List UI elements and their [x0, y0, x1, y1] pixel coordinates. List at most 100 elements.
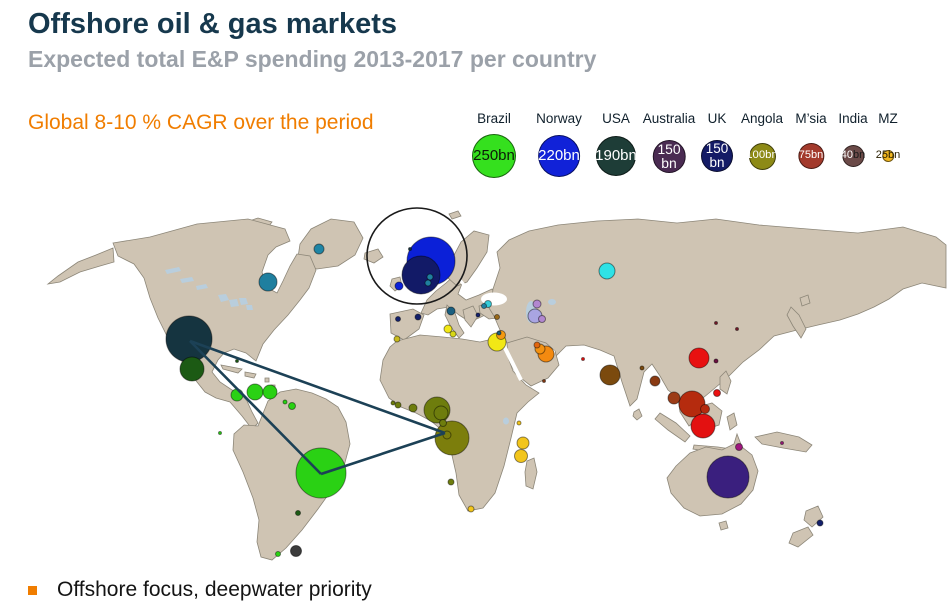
map-bubble-spain-nw: [395, 316, 401, 322]
map-bubble-mexico: [179, 356, 205, 382]
landmass-south-america: [232, 388, 351, 561]
landmass-greenland: [296, 218, 364, 270]
landmass-new-guinea: [754, 431, 813, 453]
map-bubble-namibia: [447, 478, 455, 486]
map-bubble-caspian-south: [527, 308, 543, 324]
landmass-borneo: [695, 402, 723, 430]
gulf-of-california: [177, 359, 195, 391]
landmass-alaska-aleutians: [46, 247, 115, 285]
landmass-caribbean: [220, 364, 276, 390]
map-bubble-north-sea-small-1: [426, 273, 434, 281]
legend-country-label: Brazil: [477, 111, 511, 126]
map-bubble-spain-med: [414, 313, 422, 321]
great-lakes: [218, 294, 253, 310]
map-bubble-cuba-dot: [235, 359, 239, 363]
landmass-iceland: [363, 248, 384, 264]
map-bubble-norway: [406, 236, 456, 286]
canadian-lakes: [165, 267, 208, 290]
baltic-sea: [458, 279, 472, 293]
landmass-italy: [444, 304, 465, 339]
legend-item-australia: Australia 150 bn: [643, 111, 695, 173]
map-bubble-oman-dot: [581, 357, 585, 361]
map-bubble-usa-gulf-of-mexico: [165, 315, 213, 363]
landmass-scandinavia: [446, 230, 490, 287]
map-bubble-malaysia: [678, 390, 706, 418]
map-bubble-morocco: [393, 335, 401, 343]
map-bubble-caspian-north: [532, 299, 542, 309]
legend-value: 250bn: [473, 147, 515, 165]
landmass-europe: [420, 274, 500, 323]
map-bubble-turkey-west: [484, 300, 492, 308]
map-bubble-indonesia: [690, 413, 716, 439]
legend-country-label: MZ: [878, 111, 898, 126]
legend-country-label: USA: [602, 111, 630, 126]
landmass-north-america: [112, 218, 317, 430]
map-bubble-north-sea-small-2: [424, 279, 432, 287]
landmass-sri-lanka: [632, 408, 643, 421]
map-bubble-thailand: [667, 391, 681, 405]
landmass-ireland: [389, 276, 403, 292]
aral-sea: [548, 299, 556, 305]
lake-victoria: [503, 417, 509, 425]
map-bubble-ghana: [408, 403, 418, 413]
map-bubble-angola: [434, 420, 470, 456]
landmass-new-zealand: [788, 505, 824, 548]
landmass-australia: [666, 432, 759, 517]
sea-overlays: [177, 279, 555, 391]
legend-item-india: India 40 bn: [838, 111, 868, 167]
page-subtitle: Expected total E&P spending 2013-2017 pe…: [28, 46, 597, 72]
footer-bullet: Offshore focus, deepwater priority: [28, 578, 372, 602]
map-bubble-tunisia: [443, 324, 453, 334]
spending-bubbles: [165, 236, 824, 557]
map-bubble-korea-dot: [714, 321, 718, 325]
landmass-madagascar: [524, 457, 538, 490]
map-bubble-india: [599, 364, 621, 386]
map-bubble-png-dot: [780, 441, 784, 445]
legend-bubble-msia: 75bn: [797, 143, 824, 169]
legend-value: 190bn: [595, 147, 637, 165]
map-bubble-mozambique: [514, 449, 528, 463]
legend-bubble-australia: 150 bn: [652, 139, 686, 173]
landmasses: [46, 210, 947, 561]
landmass-arabia: [506, 336, 560, 387]
map-bubble-adriatic: [446, 306, 456, 316]
connector-usa-to-brazil: [189, 340, 322, 475]
map-bubble-egypt: [487, 332, 507, 352]
map-bubble-libya: [449, 330, 457, 338]
legend-item-angola: Angola 100bn: [741, 111, 783, 170]
map-bubble-west-siberia: [598, 262, 616, 280]
legend-country-label: M’sia: [795, 111, 827, 126]
legend-value: 150 bn: [657, 140, 681, 171]
map-bubble-turkey-east: [494, 314, 500, 320]
legend-value: 100bn: [746, 149, 778, 162]
map-bubble-cyprus: [475, 312, 481, 318]
landmass-britain: [404, 259, 422, 292]
legend-bubble-usa: 190bn: [595, 136, 637, 176]
legend-country-label: UK: [707, 111, 727, 126]
persian-gulf-sea: [543, 348, 555, 356]
map-bubble-new-zealand: [816, 519, 824, 527]
legend-value: 40: [840, 149, 853, 162]
north-sea-focus-ellipse: [366, 207, 468, 305]
map-bubble-gulf-mid: [534, 343, 546, 355]
map-bubble-nigeria-inner: [433, 405, 449, 421]
page-title: Offshore oil & gas markets: [28, 8, 398, 40]
legend-item-norway: Norway 220bn: [536, 111, 582, 177]
map-bubble-tanzania: [516, 436, 530, 450]
map-bubble-south-africa: [467, 505, 475, 513]
map-bubble-timor: [735, 443, 743, 451]
map-bubble-argentina: [295, 510, 301, 516]
map-bubble-falkland-islands: [290, 545, 302, 557]
connector-brazil-to-west-africa: [320, 431, 446, 476]
landmass-japan: [786, 294, 811, 339]
footer-text: Offshore focus, deepwater priority: [57, 578, 372, 601]
legend-item-mz: MZ 25bn: [876, 111, 900, 162]
lakes: [165, 267, 556, 425]
landmass-balkans: [462, 305, 479, 328]
map-bubble-kenya: [516, 420, 522, 426]
map-bubble-gulf-small: [533, 341, 541, 349]
map-bubble-venezuela-1: [230, 388, 244, 402]
map-bubble-gabon: [439, 419, 447, 427]
